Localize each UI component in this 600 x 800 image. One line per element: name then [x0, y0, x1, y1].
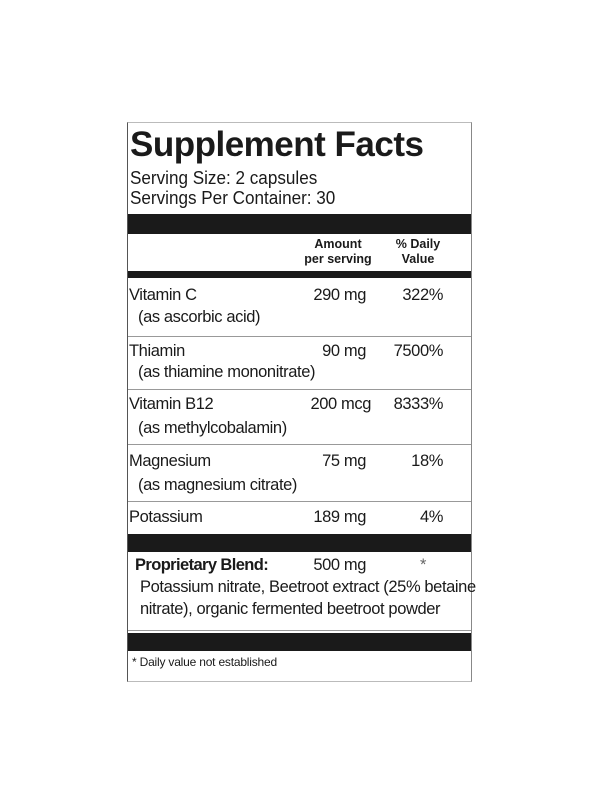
panel-title: Supplement Facts [130, 125, 424, 164]
nutrient-amount: 200 mcg [310, 395, 372, 413]
nutrient-row: Potassium 189 mg 4% [128, 502, 471, 534]
divider-bar [128, 271, 471, 278]
nutrient-name: Magnesium [129, 452, 211, 470]
dv-header: % Daily Value [378, 237, 458, 267]
nutrient-name: Vitamin B12 [129, 395, 214, 413]
dv-header-line2: Value [401, 252, 435, 266]
serving-size: Serving Size: 2 capsules [130, 168, 318, 188]
dv-header-line1: % Daily [395, 237, 441, 251]
nutrient-source: (as thiamine mononitrate) [138, 363, 316, 381]
nutrient-amount: 90 mg [322, 342, 366, 360]
nutrient-dv: 4% [419, 508, 443, 526]
nutrient-row: Vitamin C (as ascorbic acid) 290 mg 322% [128, 278, 471, 337]
blend-ingredients-line1: Potassium nitrate, Beetroot extract (25%… [140, 578, 476, 596]
servings-per-container: Servings Per Container: 30 [130, 188, 336, 208]
blend-name: Proprietary Blend: [135, 556, 269, 574]
amount-header-line2: per serving [304, 252, 372, 266]
nutrient-dv: 8333% [393, 395, 444, 413]
amount-header-line1: Amount [314, 237, 362, 251]
divider-bar [128, 214, 471, 234]
nutrient-row: Thiamin (as thiamine mononitrate) 90 mg … [128, 337, 471, 390]
nutrient-amount: 75 mg [322, 452, 366, 470]
nutrient-row: Vitamin B12 (as methylcobalamin) 200 mcg… [128, 390, 471, 445]
nutrient-amount: 189 mg [313, 508, 366, 526]
nutrient-name: Potassium [129, 508, 203, 526]
amount-header: Amount per serving [288, 237, 388, 267]
nutrient-dv: 18% [411, 452, 443, 470]
supplement-facts-panel: Supplement Facts Serving Size: 2 capsule… [127, 122, 476, 682]
blend-dv: * [419, 556, 426, 574]
divider-bar [128, 633, 471, 651]
footnote: * Daily value not established [132, 655, 277, 669]
nutrient-dv: 7500% [393, 342, 444, 360]
blend-ingredients-line2: nitrate), organic fermented beetroot pow… [140, 600, 441, 618]
divider-bar [128, 534, 471, 552]
nutrient-source: (as methylcobalamin) [138, 419, 287, 437]
nutrient-row: Magnesium (as magnesium citrate) 75 mg 1… [128, 445, 471, 502]
nutrient-source: (as ascorbic acid) [138, 308, 261, 326]
nutrient-name: Thiamin [129, 342, 185, 360]
blend-amount: 500 mg [313, 556, 366, 574]
nutrient-amount: 290 mg [313, 286, 366, 304]
nutrient-dv: 322% [402, 286, 443, 304]
nutrient-source: (as magnesium citrate) [138, 476, 298, 494]
divider-line [128, 619, 471, 631]
nutrient-name: Vitamin C [129, 286, 197, 304]
